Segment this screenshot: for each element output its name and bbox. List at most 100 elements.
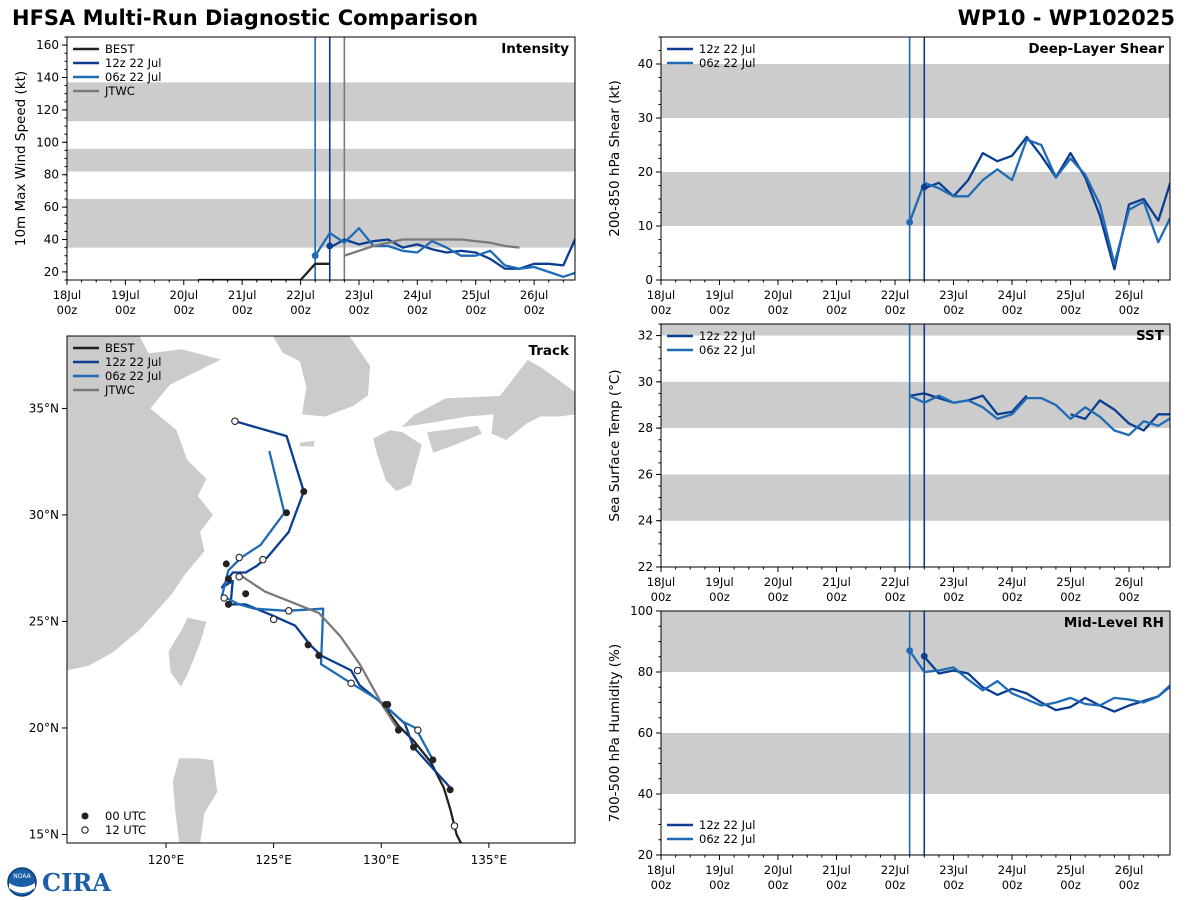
intensity-legend-label: 12z 22 Jul	[105, 56, 162, 70]
intensity-init-marker	[326, 242, 334, 250]
track-legend-marker-12	[81, 826, 89, 834]
intensity-xtick-label: 00z	[465, 303, 486, 317]
intensity-xtick-label: 19Jul	[111, 288, 140, 302]
track-series-r06z	[220, 450, 434, 761]
intensity-series-best	[198, 262, 330, 280]
jeju-island	[299, 439, 315, 448]
track-marker-12utc	[450, 822, 459, 830]
sst-band	[661, 381, 1170, 429]
rh-legend-label: 12z 22 Jul	[699, 818, 756, 832]
rh-xtick-label: 00z	[943, 878, 964, 892]
luzon-landmass	[172, 757, 219, 843]
sst-ylabel: Sea Surface Temp (°C)	[607, 369, 623, 521]
sst-ytick-label: 22	[638, 560, 653, 574]
rh-ytick-label: 20	[638, 848, 653, 862]
track-marker-00utc	[429, 756, 437, 764]
shear-xtick-label: 22Jul	[881, 288, 910, 302]
sst-xtick-label: 23Jul	[939, 575, 968, 589]
intensity-ytick-label: 20	[44, 265, 59, 279]
sst-xtick-label: 00z	[709, 590, 730, 604]
shear-xtick-label: 00z	[651, 303, 672, 317]
sst-panel: 22242628303218Jul00z19Jul00z20Jul00z21Ju…	[607, 323, 1171, 604]
track-panel-title: Track	[529, 343, 570, 359]
intensity-band	[67, 148, 575, 172]
intensity-init-marker	[311, 252, 319, 260]
track-ytick-label: 20°N	[29, 721, 59, 735]
intensity-xtick-label: 00z	[57, 303, 78, 317]
intensity-series-jtwc	[344, 238, 520, 257]
intensity-legend-label: JTWC	[104, 84, 135, 98]
track-panel: 120°E 125°E 130°E 135°E 15°N 20°N 25°N 30°N 35°N…	[29, 335, 576, 867]
taiwan-landmass	[167, 616, 208, 689]
intensity-band	[67, 199, 575, 248]
shear-xtick-label: 23Jul	[939, 288, 968, 302]
track-series-best	[376, 697, 463, 843]
intensity-xtick-label: 00z	[173, 303, 194, 317]
rh-xtick-label: 19Jul	[705, 863, 734, 877]
intensity-panel-title: Intensity	[501, 41, 569, 57]
track-series-jtwc	[238, 573, 400, 731]
intensity-series-r06z	[314, 227, 575, 278]
track-marker-12utc	[235, 572, 243, 581]
track-marker-00utc	[410, 743, 418, 751]
track-marker-00utc	[394, 726, 402, 734]
track-ytick-label: 30°N	[29, 508, 59, 522]
track-marker-00utc	[242, 590, 250, 598]
sst-xtick-label: 20Jul	[764, 575, 793, 589]
shear-xtick-label: 00z	[709, 303, 730, 317]
rh-ytick-label: 80	[638, 665, 653, 679]
sst-xtick-label: 00z	[826, 590, 847, 604]
sst-panel-title: SST	[1136, 328, 1165, 344]
track-xtick-label: 120°E	[148, 853, 185, 867]
rh-xtick-label: 00z	[1002, 878, 1023, 892]
rh-xtick-label: 00z	[768, 878, 789, 892]
sst-frame	[660, 323, 1171, 568]
shear-init-marker	[906, 218, 914, 226]
track-legend-label: 06z 22 Jul	[105, 369, 162, 383]
sst-xtick-label: 00z	[1119, 590, 1140, 604]
intensity-series-r12z	[329, 236, 575, 270]
rh-xtick-label: 00z	[885, 878, 906, 892]
sst-series-r12z	[1070, 399, 1170, 432]
shear-xtick-label: 00z	[943, 303, 964, 317]
track-marker-00utc	[224, 600, 232, 608]
shear-ytick-label: 40	[638, 57, 653, 71]
intensity-panel: 2040608010012014016018Jul00z19Jul00z20Ju…	[13, 36, 576, 317]
track-marker-12utc	[235, 553, 243, 562]
intensity-xtick-label: 21Jul	[228, 288, 257, 302]
shear-xtick-label: 26Jul	[1115, 288, 1144, 302]
sst-xtick-label: 25Jul	[1056, 575, 1085, 589]
intensity-xtick-label: 22Jul	[286, 288, 315, 302]
track-marker-00utc	[446, 786, 454, 794]
shear-ylabel: 200-850 hPa Shear (kt)	[607, 80, 623, 237]
shear-legend-label: 12z 22 Jul	[699, 42, 756, 56]
sst-legend-label: 06z 22 Jul	[699, 343, 756, 357]
intensity-ytick-label: 140	[36, 71, 59, 85]
sst-xtick-label: 22Jul	[881, 575, 910, 589]
sst-ytick-label: 24	[638, 514, 653, 528]
track-xtick-label: 135°E	[471, 853, 508, 867]
track-xtick-label: 125°E	[255, 853, 292, 867]
intensity-xtick-label: 24Jul	[403, 288, 432, 302]
shear-xtick-label: 18Jul	[647, 288, 676, 302]
track-marker-00utc	[300, 488, 308, 496]
intensity-xtick-label: 00z	[407, 303, 428, 317]
storm-id: WP10 - WP102025	[957, 6, 1175, 30]
sst-xtick-label: 00z	[885, 590, 906, 604]
sst-ytick-label: 28	[638, 421, 653, 435]
cira-text: CIRA	[42, 868, 111, 897]
sst-band	[661, 474, 1170, 521]
rh-band	[661, 611, 1170, 672]
track-marker-12utc	[347, 679, 355, 687]
shear-xtick-label: 21Jul	[822, 288, 851, 302]
intensity-xtick-label: 20Jul	[170, 288, 199, 302]
track-marker-00utc	[315, 652, 323, 660]
shear-xtick-label: 20Jul	[764, 288, 793, 302]
track-marker-00utc	[384, 701, 392, 709]
intensity-band	[67, 82, 575, 122]
sst-xtick-label: 00z	[1002, 590, 1023, 604]
track-legend-marker-label: 00 UTC	[105, 809, 146, 823]
track-ytick-label: 35°N	[29, 401, 59, 415]
rh-xtick-label: 00z	[1060, 878, 1081, 892]
track-plot-area	[67, 336, 575, 843]
